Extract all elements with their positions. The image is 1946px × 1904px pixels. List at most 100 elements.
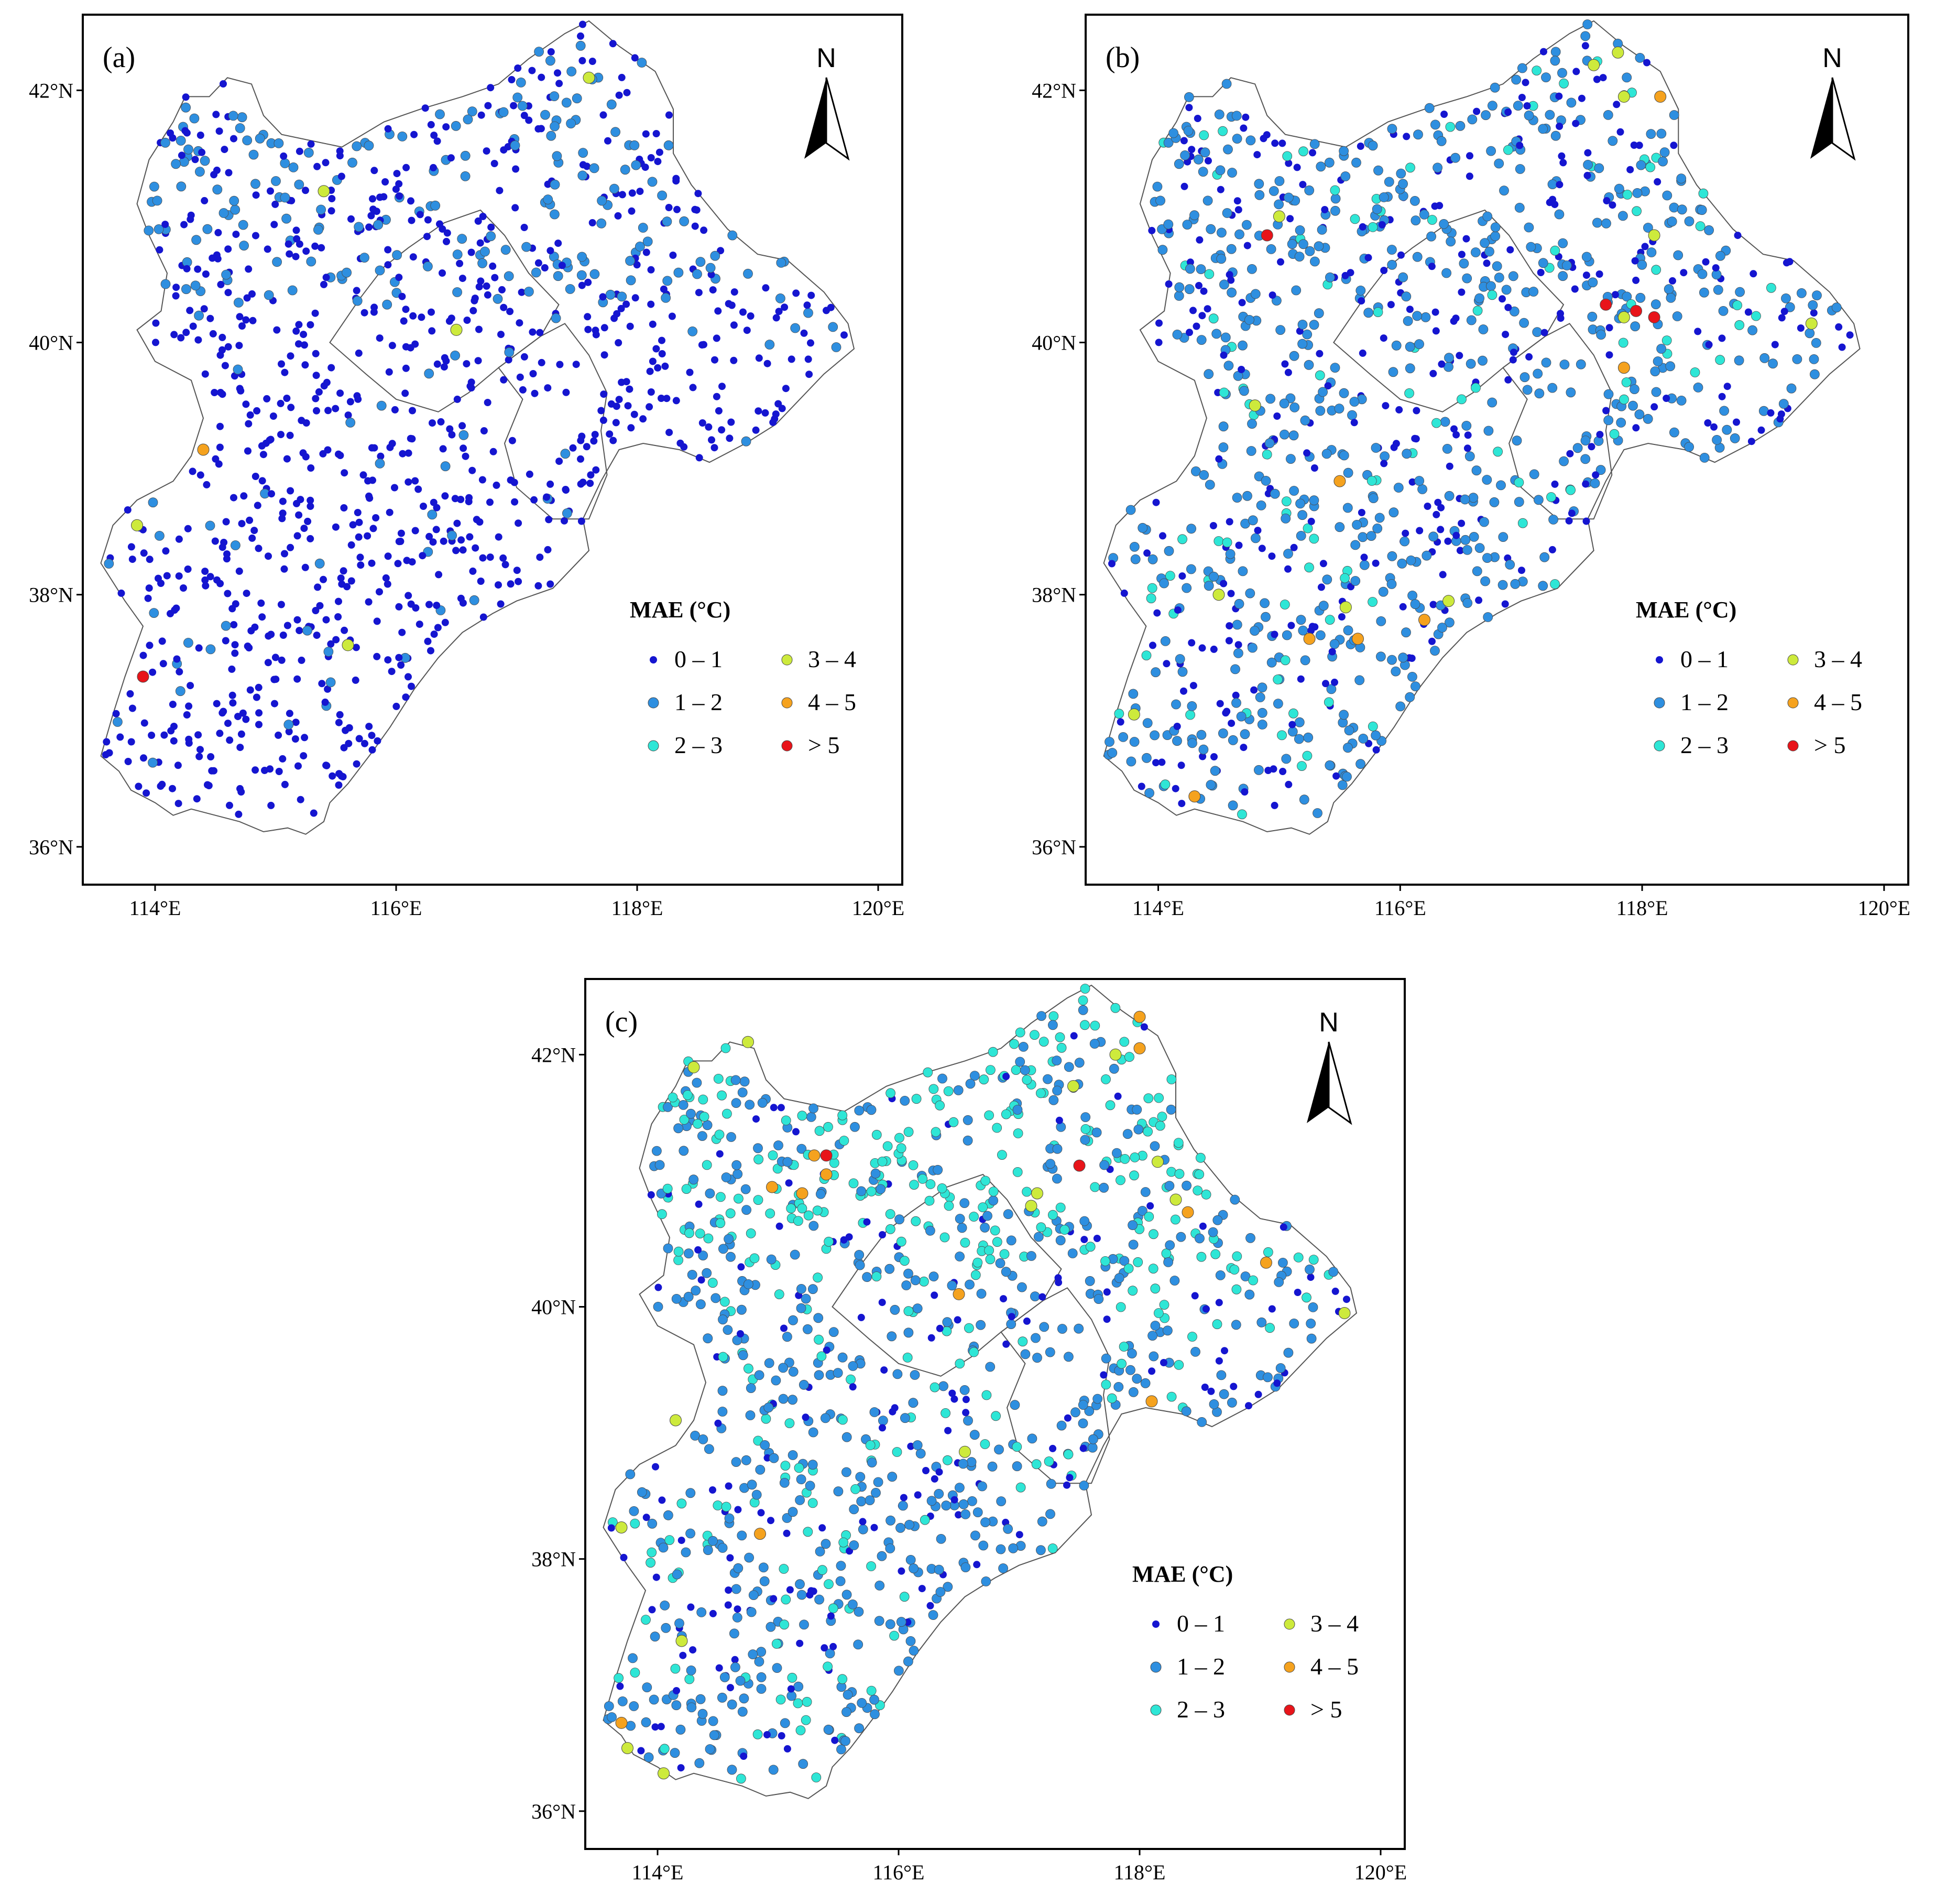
station-point — [846, 1374, 856, 1385]
station-point — [1195, 281, 1202, 289]
station-point — [1603, 415, 1614, 426]
station-point — [1407, 591, 1418, 601]
station-point — [347, 577, 355, 585]
station-point — [402, 343, 410, 351]
station-point — [435, 571, 443, 579]
station-point — [1650, 366, 1660, 376]
station-point — [183, 638, 193, 648]
station-point — [885, 1088, 895, 1098]
station-point — [885, 1224, 895, 1234]
station-point — [1616, 128, 1624, 136]
station-point — [399, 450, 407, 458]
station-point — [1245, 135, 1256, 146]
station-point — [440, 363, 448, 371]
station-point — [1105, 737, 1114, 747]
station-point — [516, 319, 523, 327]
station-point — [697, 1276, 705, 1284]
station-point — [275, 768, 283, 775]
station-point — [1676, 396, 1687, 406]
station-point — [688, 1174, 699, 1185]
station-point — [1250, 533, 1261, 543]
station-point — [1462, 235, 1470, 243]
station-point — [1805, 328, 1815, 339]
station-point-high-error — [1249, 399, 1261, 412]
station-point — [1079, 1216, 1090, 1226]
station-point — [1281, 360, 1289, 368]
station-point — [1170, 1214, 1180, 1225]
station-point — [637, 1747, 645, 1755]
station-point — [1254, 179, 1264, 189]
station-point — [957, 1223, 967, 1233]
station-point — [1055, 1116, 1063, 1124]
station-point — [446, 425, 454, 433]
station-point — [259, 451, 267, 459]
station-point — [801, 1715, 811, 1725]
station-point — [1036, 1088, 1046, 1098]
station-point — [1405, 363, 1415, 374]
station-point — [1238, 340, 1248, 351]
station-point — [483, 282, 490, 290]
station-point — [896, 1236, 906, 1247]
station-point — [217, 389, 224, 396]
station-point — [1672, 311, 1682, 321]
station-point-high-error — [1630, 304, 1642, 317]
station-point — [1232, 1251, 1242, 1261]
station-point — [1439, 571, 1447, 579]
station-point — [1330, 185, 1340, 195]
station-point — [960, 1509, 970, 1519]
station-point — [1437, 623, 1447, 633]
station-point — [662, 216, 672, 227]
station-point — [1229, 1265, 1240, 1275]
station-point — [1768, 358, 1778, 369]
station-point — [1128, 1387, 1139, 1397]
legend-swatch — [1284, 1704, 1295, 1716]
station-point — [478, 476, 486, 484]
station-point — [965, 1079, 976, 1089]
station-point — [410, 130, 418, 138]
station-point — [694, 190, 702, 198]
north-arrow-label: N — [1822, 43, 1842, 73]
x-tick-label: 118°E — [611, 896, 663, 920]
station-point — [1459, 258, 1469, 269]
station-point — [1275, 325, 1286, 335]
station-point — [1646, 129, 1656, 139]
station-point — [1582, 19, 1593, 29]
station-point — [1163, 137, 1174, 148]
station-point — [1713, 285, 1723, 295]
station-point — [642, 1514, 650, 1521]
station-point — [647, 1191, 655, 1199]
station-point — [281, 780, 289, 788]
station-point — [1056, 1420, 1067, 1431]
station-point — [1108, 560, 1116, 568]
station-point — [1295, 225, 1305, 235]
station-point — [368, 732, 376, 739]
station-point — [1018, 1336, 1028, 1347]
station-point — [191, 156, 199, 164]
station-point — [787, 1672, 797, 1683]
station-point — [1634, 409, 1645, 420]
station-point — [909, 1646, 919, 1656]
station-point — [887, 1472, 898, 1482]
station-point — [866, 1685, 877, 1696]
station-point — [1626, 166, 1634, 173]
station-point — [1368, 597, 1378, 607]
station-point — [1596, 330, 1606, 340]
station-point — [1282, 630, 1292, 640]
station-point — [812, 1205, 823, 1216]
station-point — [281, 368, 289, 376]
station-point — [1201, 1384, 1209, 1391]
station-point — [799, 1379, 809, 1390]
station-point — [1247, 419, 1257, 429]
station-point — [977, 1481, 987, 1492]
legend-swatch — [1150, 1704, 1162, 1716]
legend-swatch — [1654, 697, 1665, 709]
station-point — [1105, 1100, 1116, 1111]
station-point — [1013, 1128, 1023, 1138]
station-point — [495, 533, 502, 541]
station-point — [1511, 74, 1522, 85]
station-point — [840, 331, 848, 339]
station-point — [538, 73, 545, 81]
station-point — [850, 1484, 860, 1494]
station-point — [718, 1244, 728, 1254]
station-point — [239, 241, 249, 251]
